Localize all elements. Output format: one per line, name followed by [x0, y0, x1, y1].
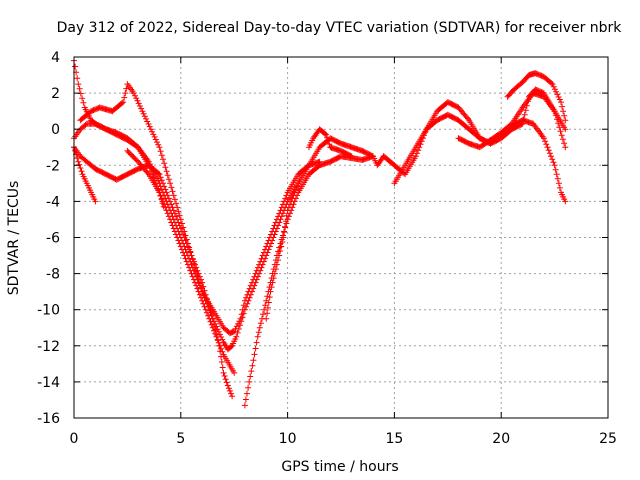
x-tick-labels: 0 5 10 15 20 25: [70, 431, 617, 447]
grid-lines: [74, 57, 608, 418]
y-axis-label: SDTVAR / TECUs: [6, 181, 22, 296]
y-tick-label: -8: [46, 267, 60, 283]
series-track-m: [504, 70, 569, 124]
data-point-markers: [71, 144, 99, 205]
series-track-j: [380, 99, 569, 205]
data-point-markers: [263, 135, 376, 322]
data-point-markers: [71, 120, 238, 376]
y-tick-label: 2: [51, 86, 60, 102]
y-tick-label: -16: [37, 411, 60, 427]
x-tick-label: 5: [176, 431, 185, 447]
series-track-h: [263, 135, 376, 322]
y-tick-label: -14: [37, 375, 60, 391]
series-track-b: [77, 81, 302, 353]
series-track-e: [71, 144, 99, 205]
data-point-markers: [124, 147, 167, 210]
series-track-d: [71, 120, 238, 376]
series-track-i: [306, 126, 355, 160]
series-track-l: [455, 90, 569, 151]
axis-ticks: [73, 56, 609, 419]
data-point-markers: [77, 81, 302, 353]
x-tick-label: 10: [279, 431, 297, 447]
x-tick-label: 25: [599, 431, 617, 447]
data-point-markers: [306, 126, 355, 160]
series-track-g: [241, 153, 387, 409]
y-tick-label: 4: [51, 50, 60, 66]
x-tick-label: 20: [492, 431, 510, 447]
data-series: [71, 57, 569, 409]
data-point-markers: [504, 70, 569, 124]
x-tick-label: 15: [385, 431, 403, 447]
y-tick-label: -2: [46, 158, 60, 174]
data-point-markers: [455, 90, 569, 151]
y-tick-label: -4: [46, 194, 60, 210]
y-tick-label: -12: [37, 339, 60, 355]
x-axis-label: GPS time / hours: [281, 459, 398, 475]
series-track-f: [124, 147, 167, 210]
y-tick-label: -10: [37, 303, 60, 319]
x-tick-label: 0: [70, 431, 79, 447]
data-point-markers: [241, 153, 387, 409]
y-tick-labels: 4 2 0 -2 -4 -6 -8 -10 -12 -14 -16: [37, 50, 60, 427]
y-tick-label: 0: [51, 122, 60, 138]
chart-title: Day 312 of 2022, Sidereal Day-to-day VTE…: [57, 20, 623, 36]
y-tick-label: -6: [46, 231, 60, 247]
data-point-markers: [380, 99, 569, 205]
